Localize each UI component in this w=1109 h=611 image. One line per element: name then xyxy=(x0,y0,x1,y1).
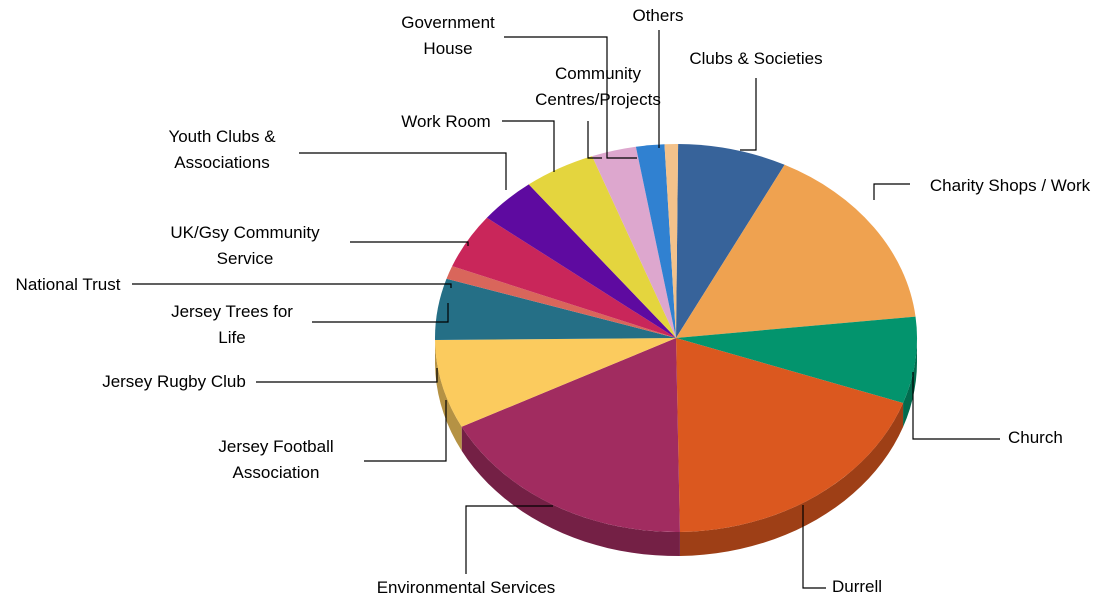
slice-label-10: Youth Clubs &Associations xyxy=(168,127,276,172)
pie-top-layer xyxy=(435,144,917,532)
slice-label-0: Clubs & Societies xyxy=(689,49,822,68)
slice-label-3: Durrell xyxy=(832,577,882,596)
slice-label-2: Church xyxy=(1008,428,1063,447)
leader-line-12 xyxy=(588,121,602,158)
slice-label-11: Work Room xyxy=(401,112,490,131)
leader-line-10 xyxy=(299,153,506,190)
leader-line-7 xyxy=(312,303,448,322)
leader-line-11 xyxy=(502,121,554,172)
leader-line-2 xyxy=(913,372,1000,439)
leader-line-6 xyxy=(256,368,437,382)
leader-line-9 xyxy=(350,242,468,246)
slice-label-4: Environmental Services xyxy=(377,578,556,597)
leader-line-5 xyxy=(364,400,446,461)
leader-line-8 xyxy=(132,284,451,288)
slice-label-8: National Trust xyxy=(16,275,121,294)
slice-label-1: Charity Shops / Work xyxy=(930,176,1091,195)
slice-label-6: Jersey Rugby Club xyxy=(102,372,246,391)
slice-label-14: Others xyxy=(632,6,683,25)
leader-line-1 xyxy=(874,184,910,200)
leader-line-0 xyxy=(740,78,756,150)
